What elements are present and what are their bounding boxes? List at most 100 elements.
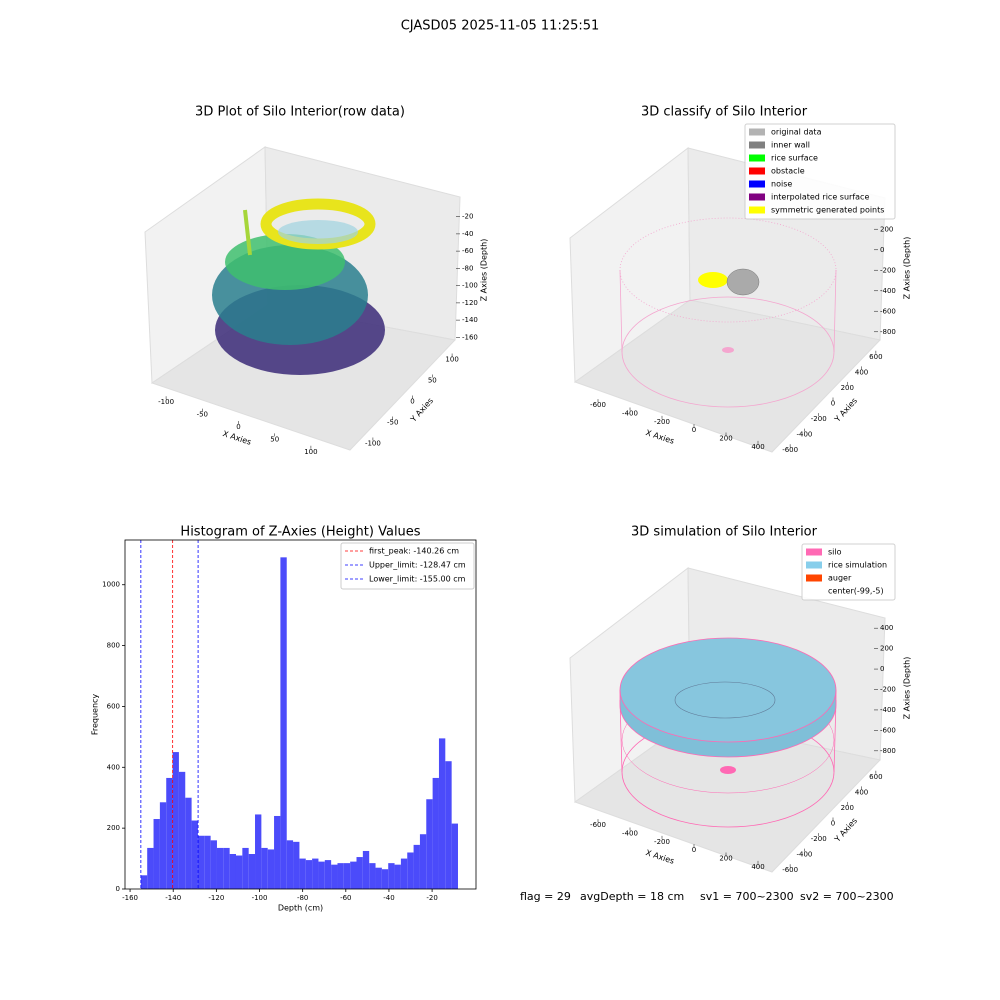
rice-surface — [619, 637, 837, 743]
x-tick-label: 100 — [304, 448, 317, 456]
bar — [223, 847, 230, 889]
y-tick-label: 0 — [831, 400, 835, 408]
z-tick-label: 400 — [880, 624, 893, 632]
x-tick-label: -600 — [590, 401, 606, 409]
symmetric-points — [698, 272, 728, 288]
bar — [394, 864, 401, 889]
bar — [381, 869, 389, 889]
bar — [312, 858, 319, 889]
legend-label: interpolated rice surface — [771, 193, 869, 202]
bar — [153, 819, 160, 889]
bar — [166, 777, 173, 889]
bar — [426, 799, 433, 889]
bar — [159, 802, 167, 889]
axes-frame — [124, 539, 477, 890]
bar — [337, 863, 344, 889]
legend-box — [340, 542, 475, 590]
bar — [299, 858, 306, 889]
y-tick-label: 800 — [107, 642, 120, 650]
legend-swatch — [806, 561, 822, 569]
y-tick-label: 1000 — [102, 581, 120, 589]
y-tick-label: 600 — [869, 773, 882, 781]
y-tick-label: -600 — [782, 446, 798, 454]
figure-title: CJASD05 2025-11-05 11:25:51 — [401, 19, 600, 34]
status-text: flag = 29 — [520, 890, 571, 903]
y-tick-label: -50 — [387, 419, 398, 427]
bar — [419, 834, 427, 889]
original-data — [726, 268, 760, 296]
x-tick-label: 0 — [236, 423, 240, 431]
legend-label: original data — [771, 128, 822, 137]
x-tick-label: -400 — [622, 830, 638, 838]
legend-label: noise — [771, 180, 792, 189]
bar — [451, 823, 458, 889]
axis-label: Z Axies (Depth) — [903, 237, 912, 300]
legend-swatch — [749, 154, 765, 162]
bar — [197, 835, 205, 889]
bar — [280, 557, 287, 889]
x-tick-label: -400 — [622, 410, 638, 418]
x-tick-label: -160 — [122, 894, 138, 902]
bar — [216, 847, 224, 889]
bar — [369, 863, 376, 889]
plot-title: 3D classify of Silo Interior — [641, 105, 808, 120]
legend-label: obstacle — [771, 167, 805, 176]
x-tick-label: -100 — [252, 894, 268, 902]
bar — [400, 858, 408, 889]
z-tick-label: -400 — [880, 706, 896, 714]
y-tick-label: 0 — [410, 398, 414, 406]
x-axis-label: Depth (cm) — [278, 904, 323, 913]
y-tick-label: 0 — [831, 820, 835, 828]
x-tick-label: 50 — [270, 435, 279, 443]
bar — [438, 738, 446, 889]
x-tick-label: -200 — [654, 838, 670, 846]
x-tick-label: 400 — [751, 863, 764, 871]
bar — [147, 847, 154, 889]
y-tick-label: 400 — [107, 763, 120, 771]
y-tick-label: -200 — [811, 835, 827, 843]
legend-label: Upper_limit: -128.47 cm — [369, 561, 466, 570]
y-axis-label: Frequency — [91, 694, 100, 736]
z-tick-label: -800 — [880, 747, 896, 755]
z-tick-label: 200 — [880, 645, 893, 653]
legend-label: Lower_limit: -155.00 cm — [369, 575, 466, 584]
z-tick-label: -60 — [462, 247, 473, 255]
z-tick-label: -100 — [462, 282, 478, 290]
y-tick-label: 600 — [869, 353, 882, 361]
bar — [324, 860, 332, 889]
silo-wire — [833, 699, 837, 773]
legend-label: inner wall — [771, 141, 810, 150]
bar — [274, 815, 281, 889]
legend-swatch — [749, 167, 765, 175]
legend-swatch — [749, 141, 765, 149]
x-tick-label: -60 — [340, 894, 351, 902]
bar — [210, 840, 217, 889]
bar — [235, 855, 243, 889]
z-tick-label: -600 — [880, 726, 896, 734]
z-tick-label: -20 — [462, 213, 473, 221]
y-tick-label: -600 — [782, 866, 798, 874]
plot2-scene — [569, 146, 886, 453]
axis-label: Z Axies (Depth) — [480, 239, 489, 302]
legend-swatch — [749, 180, 765, 188]
bar — [229, 854, 236, 889]
bar — [204, 835, 211, 889]
bar — [407, 852, 414, 889]
z-tick-label: -200 — [880, 686, 896, 694]
bar — [413, 844, 420, 889]
silo-wire — [619, 699, 623, 773]
bar — [318, 861, 325, 889]
legend-box — [801, 543, 896, 601]
y-tick-label: 600 — [107, 702, 120, 710]
bar — [343, 863, 351, 889]
bar — [362, 850, 370, 889]
bar — [445, 761, 452, 889]
axis-label: Z Axies (Depth) — [903, 657, 912, 720]
status-text: avgDepth = 18 cm — [580, 890, 684, 903]
legend-swatch — [806, 548, 822, 556]
legend-box — [744, 123, 896, 220]
z-tick-label: 0 — [880, 246, 884, 254]
x-tick-label: -50 — [197, 411, 208, 419]
x-tick-label: 400 — [751, 443, 764, 451]
bar — [140, 875, 148, 889]
